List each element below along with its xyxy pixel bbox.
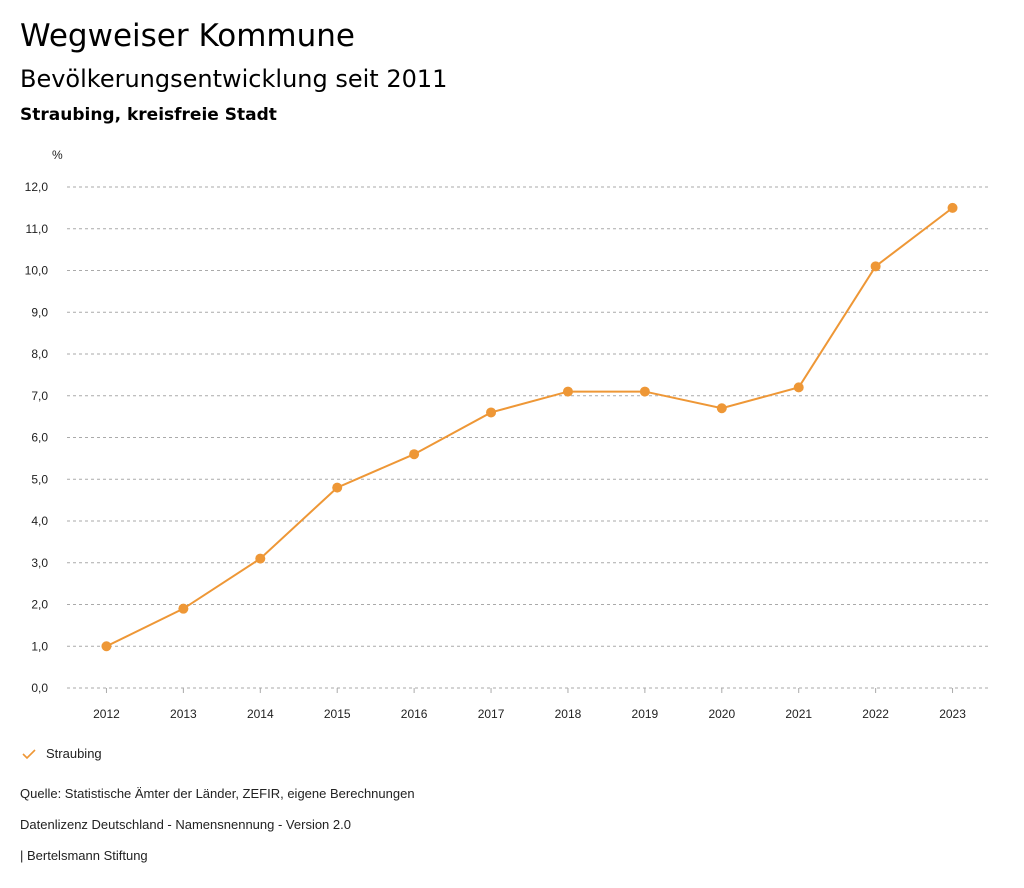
x-tick-label: 2013 — [170, 707, 197, 721]
data-point[interactable] — [716, 403, 727, 414]
y-tick-label: 5,0 — [31, 472, 48, 486]
x-tick-label: 2014 — [247, 707, 274, 721]
data-point[interactable] — [562, 386, 573, 397]
license-note: Datenlizenz Deutschland - Namensnennung … — [20, 817, 351, 832]
y-tick-label: 11,0 — [26, 222, 49, 236]
y-tick-label: 6,0 — [31, 431, 48, 445]
source-note: Quelle: Statistische Ämter der Länder, Z… — [20, 786, 415, 801]
y-tick-label: 4,0 — [31, 514, 48, 528]
data-point[interactable] — [793, 382, 804, 393]
region-name: Straubing, kreisfreie Stadt — [20, 105, 277, 125]
y-axis-unit: % — [52, 148, 63, 162]
data-point[interactable] — [947, 202, 958, 213]
line-chart: % 0,0 1,0 2,0 3,0 4,0 5,0 6,0 7,0 8,0 9,0 10,0 11,0… — [25, 148, 990, 721]
legend-item-straubing[interactable]: Straubing — [22, 746, 102, 761]
x-tick-label: 2020 — [708, 707, 735, 721]
x-tick-label: 2016 — [401, 707, 428, 721]
y-tick-label: 8,0 — [31, 347, 48, 361]
data-point[interactable] — [870, 261, 881, 272]
x-tick-label: 2018 — [555, 707, 582, 721]
y-tick-label: 0,0 — [31, 681, 48, 695]
y-tick-label: 9,0 — [31, 305, 48, 319]
x-tick-label: 2017 — [478, 707, 505, 721]
x-tick-label: 2012 — [93, 707, 120, 721]
series-line — [106, 207, 954, 648]
data-point[interactable] — [101, 641, 112, 652]
y-tick-label: 2,0 — [31, 598, 48, 612]
x-tick-label: 2015 — [324, 707, 351, 721]
data-point[interactable] — [332, 482, 343, 493]
check-icon — [22, 748, 36, 759]
legend-label: Straubing — [46, 746, 102, 761]
data-point[interactable] — [178, 603, 189, 614]
brand-link[interactable]: | Bertelsmann Stiftung — [20, 848, 148, 863]
x-tick-label: 2021 — [785, 707, 812, 721]
data-point[interactable] — [486, 407, 497, 418]
data-point[interactable] — [409, 449, 420, 460]
y-tick-label: 12,0 — [25, 180, 49, 194]
y-tick-label: 1,0 — [31, 639, 48, 653]
chart-subtitle: Bevölkerungsentwicklung seit 2011 — [20, 65, 448, 93]
x-tick-label: 2019 — [632, 707, 659, 721]
data-point[interactable] — [255, 553, 266, 564]
page-title: Wegweiser Kommune — [20, 18, 355, 54]
x-tick-label: 2023 — [939, 707, 966, 721]
y-tick-label: 3,0 — [31, 556, 48, 570]
data-point[interactable] — [639, 386, 650, 397]
y-tick-label: 10,0 — [25, 264, 49, 278]
y-tick-label: 7,0 — [31, 389, 48, 403]
x-tick-label: 2022 — [862, 707, 889, 721]
